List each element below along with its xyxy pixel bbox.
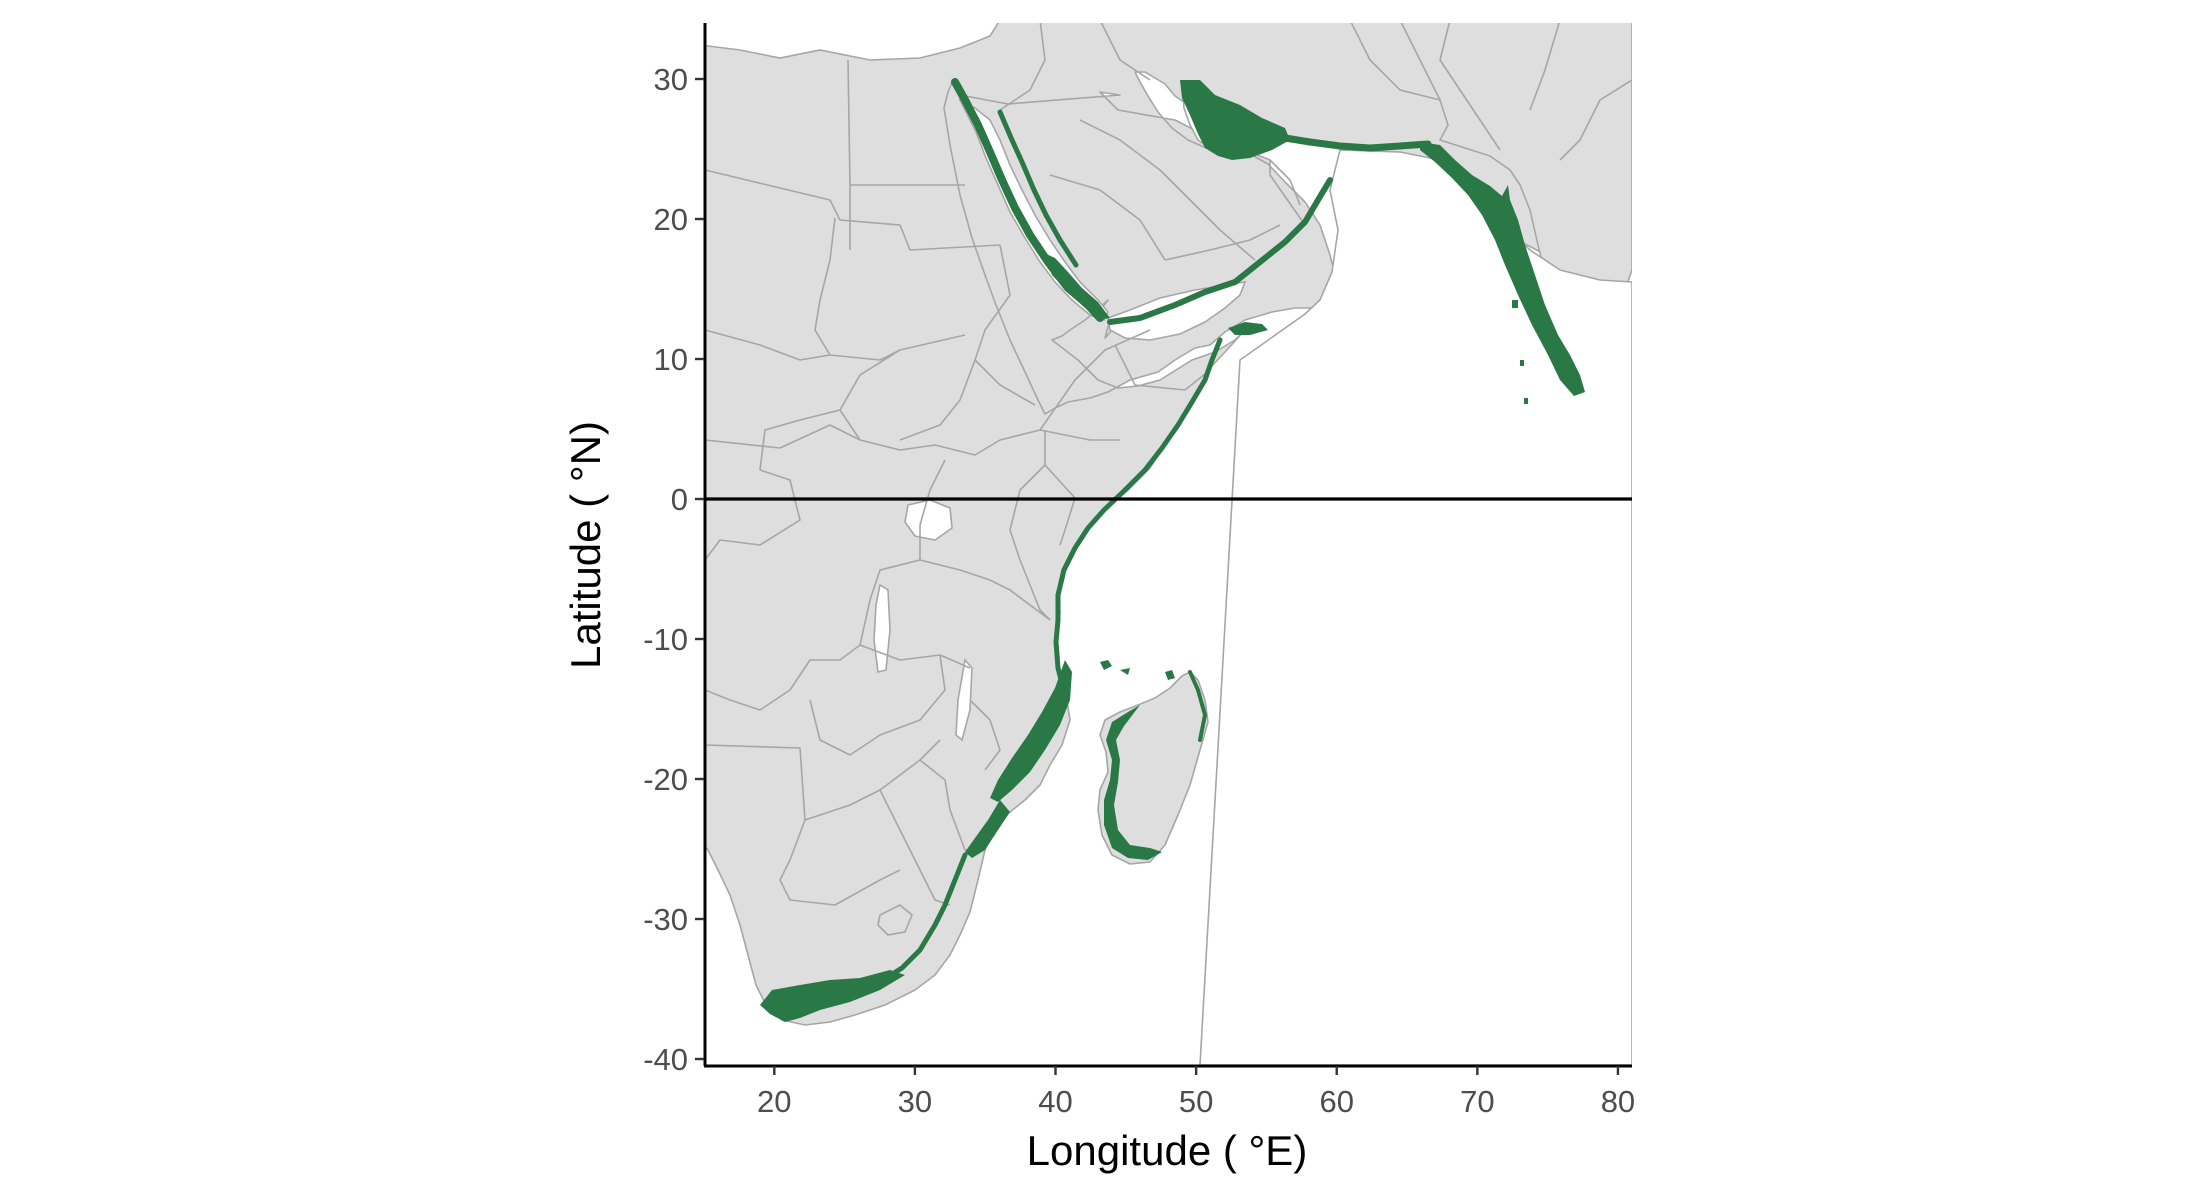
y-axis: 30 20 10 0 -10 -20 -30 -40 <box>643 23 707 1077</box>
border-line <box>999 23 1046 111</box>
border-line <box>899 429 1120 456</box>
border-line <box>1439 23 1501 151</box>
habitat-mozambique <box>990 660 1072 802</box>
border-line <box>974 244 1036 406</box>
border-line <box>704 329 831 361</box>
y-tick-label: 10 <box>654 342 688 377</box>
habitat-arabia-south <box>1107 177 1333 325</box>
x-axis-ticks: 20 30 40 50 60 70 80 <box>757 1066 1635 1119</box>
border-line <box>969 699 1001 771</box>
border-line <box>839 334 966 451</box>
habitat-east-africa <box>1053 337 1223 698</box>
habitat-persian-gulf <box>1180 80 1290 160</box>
border-line <box>1049 174 1166 261</box>
y-tick-label: -30 <box>643 902 688 937</box>
habitat-madagascar-west <box>1104 705 1162 860</box>
habitat-makran-coast <box>1281 134 1432 152</box>
x-axis-title: Longitude ( °E) <box>1027 1127 1308 1174</box>
habitat-west-india <box>1420 142 1585 396</box>
lake-malawi <box>955 658 973 742</box>
habitat-socotra <box>1228 322 1268 335</box>
border-line <box>704 169 1001 251</box>
y-tick-label: -40 <box>643 1042 688 1077</box>
y-axis-ticks: 30 20 10 0 -10 -20 -30 -40 <box>643 62 704 1077</box>
habitat-madagascar-east <box>1188 670 1207 742</box>
habitat-south-africa-cape <box>760 970 905 1022</box>
border-line <box>1100 23 1151 81</box>
gulf-of-aden <box>1107 281 1247 341</box>
habitat-red-sea-east-coast <box>997 109 1079 268</box>
border-line <box>809 654 946 756</box>
border-line <box>1039 329 1151 431</box>
habitat-aldabra <box>1120 668 1130 675</box>
border-line <box>704 424 861 449</box>
border-line <box>1044 464 1076 546</box>
y-tick-label: 0 <box>671 482 688 517</box>
y-tick-label: 30 <box>654 62 688 97</box>
x-tick-label: 80 <box>1601 1084 1635 1119</box>
border-line <box>704 409 841 561</box>
border-line <box>859 644 971 669</box>
mediterranean-sea <box>704 23 1000 61</box>
x-tick-label: 40 <box>1038 1084 1072 1119</box>
border-line <box>1350 23 1441 101</box>
border-line <box>814 217 901 361</box>
habitat-comoros <box>1165 670 1175 680</box>
border-line <box>877 904 913 936</box>
border-line <box>1529 23 1560 111</box>
habitat-maldives <box>1520 360 1524 366</box>
border-line <box>1079 119 1256 261</box>
x-tick-label: 20 <box>757 1084 791 1119</box>
x-tick-label: 50 <box>1179 1084 1213 1119</box>
lake-tanganyika <box>873 583 891 673</box>
habitat-lakshadweep <box>1512 300 1518 308</box>
y-tick-label: 20 <box>654 202 688 237</box>
habitat-maldives-south <box>1524 398 1528 404</box>
border-line <box>1164 224 1281 261</box>
border-line <box>1559 79 1632 161</box>
map-panel <box>704 23 1632 1065</box>
y-tick-label: -10 <box>643 622 688 657</box>
lake-victoria <box>904 499 953 541</box>
border-line <box>779 869 901 906</box>
habitat-red-sea-east <box>1042 252 1110 320</box>
y-tick-label: -20 <box>643 762 688 797</box>
x-tick-label: 60 <box>1319 1084 1353 1119</box>
habitat-seychelles <box>1100 660 1112 670</box>
border-line <box>899 359 976 441</box>
border-line <box>919 459 1051 621</box>
habitat-layer <box>760 78 1585 1022</box>
y-axis-title: Latitude ( °N) <box>562 421 609 669</box>
border-line <box>879 789 951 906</box>
x-axis: 20 30 40 50 60 70 80 <box>704 1064 1635 1119</box>
x-tick-label: 70 <box>1460 1084 1494 1119</box>
border-line <box>1269 159 1301 206</box>
country-borders <box>704 23 1632 936</box>
border-line <box>704 559 921 711</box>
habitat-mozambique-south <box>965 800 1010 858</box>
x-tick-label: 30 <box>898 1084 932 1119</box>
border-line <box>1114 344 1211 391</box>
